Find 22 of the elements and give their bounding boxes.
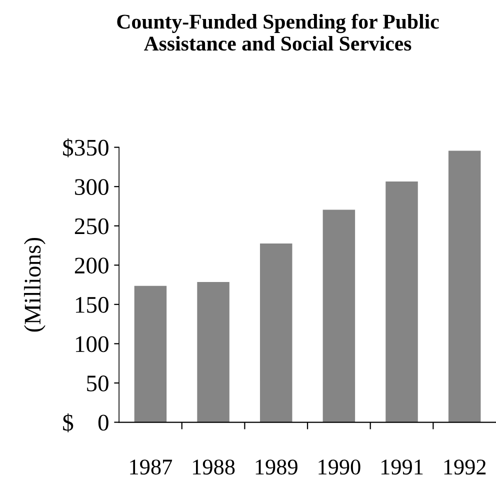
bar xyxy=(134,286,167,422)
x-tick-label: 1991 xyxy=(381,460,423,475)
y-tick-label: 150 xyxy=(76,296,108,313)
x-tick-label: 1990 xyxy=(318,460,360,475)
x-tick-label: 1987 xyxy=(130,460,172,475)
y-tick-label: 50 xyxy=(87,375,108,392)
bar xyxy=(197,282,230,422)
y-tick-label: 300 xyxy=(75,179,108,196)
bar xyxy=(260,244,292,422)
y-axis-title: (Millions) xyxy=(24,238,46,332)
x-tick-label: 1989 xyxy=(256,460,298,475)
y-tick-label: $ 0 xyxy=(63,413,108,432)
y-tick-label: 100 xyxy=(76,336,108,352)
y-tick-label: 200 xyxy=(74,258,108,274)
bar xyxy=(386,181,418,422)
bar xyxy=(322,210,356,422)
bar xyxy=(448,150,481,422)
x-tick-label: 1992 xyxy=(444,460,486,475)
y-tick-label: 250 xyxy=(74,218,108,234)
x-tick-label: 1988 xyxy=(193,460,235,475)
y-tick-label: $350 xyxy=(63,138,108,158)
chart-title: County-Funded Spending for Public Assistance and Social Services xyxy=(117,14,439,51)
